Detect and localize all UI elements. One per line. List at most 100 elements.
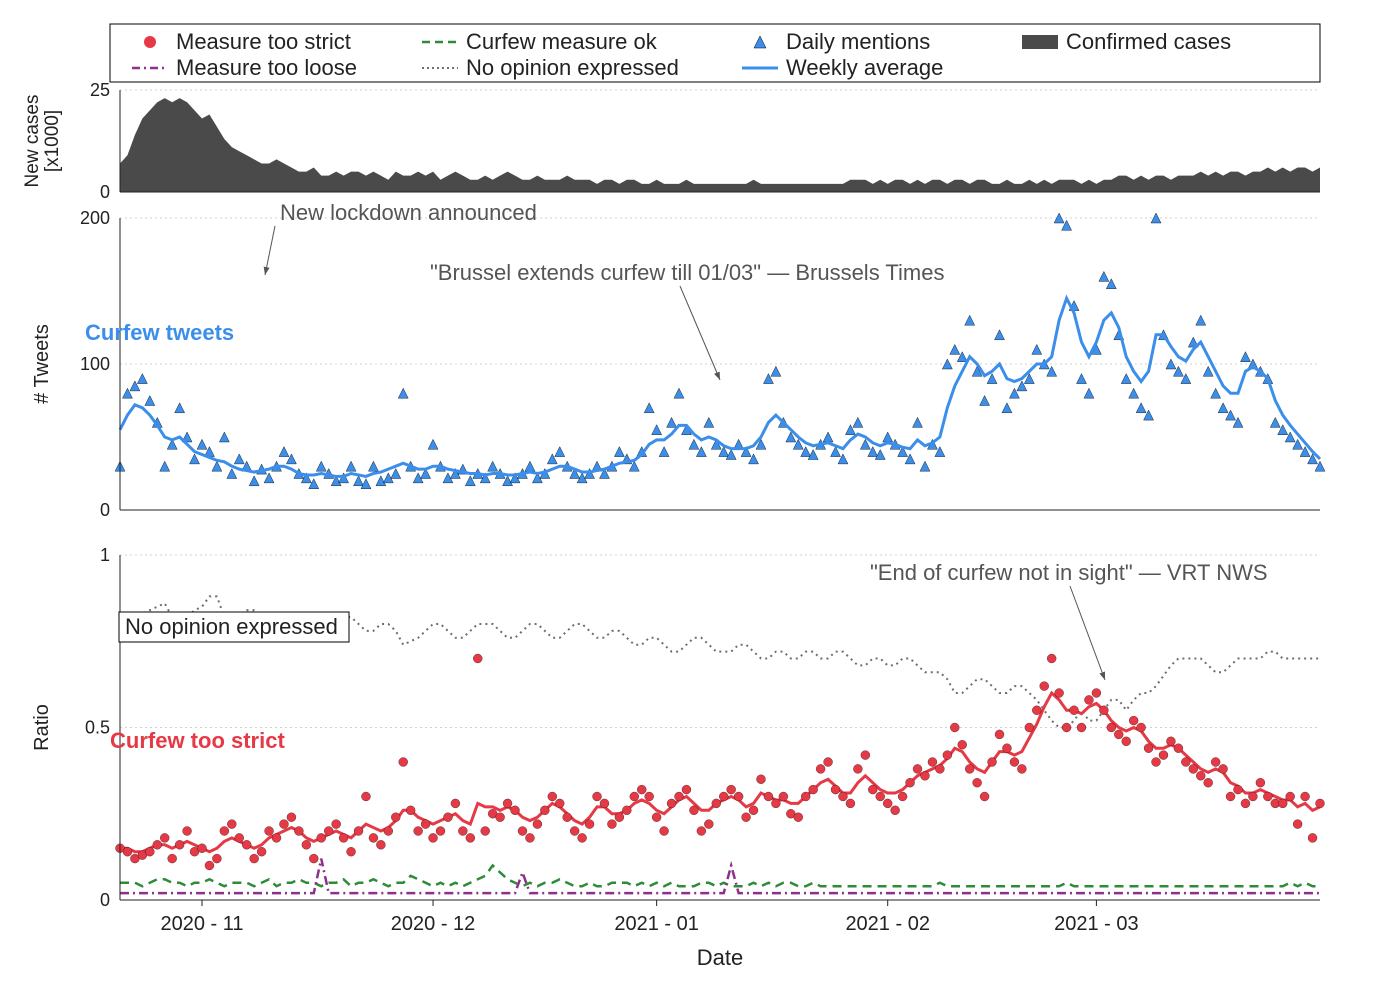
strict-marker [555, 799, 564, 808]
strict-marker [1189, 764, 1198, 773]
strict-marker [928, 758, 937, 767]
strict-marker [652, 813, 661, 822]
strict-marker [197, 844, 206, 853]
strict-marker [578, 833, 587, 842]
daily-marker [965, 315, 975, 325]
strict-marker [1114, 730, 1123, 739]
daily-marker [1240, 352, 1250, 362]
daily-marker [980, 396, 990, 406]
strict-marker [540, 806, 549, 815]
daily-marker [428, 439, 438, 449]
strict-marker [406, 806, 415, 815]
strict-marker [339, 833, 348, 842]
strict-marker [123, 847, 132, 856]
daily-marker [689, 439, 699, 449]
daily-marker [145, 396, 155, 406]
strict-marker [376, 840, 385, 849]
series-label: No opinion expressed [125, 614, 338, 639]
strict-marker [809, 785, 818, 794]
strict-marker [689, 806, 698, 815]
strict-marker [883, 799, 892, 808]
daily-marker [652, 425, 662, 435]
daily-marker [995, 330, 1005, 340]
strict-marker [824, 758, 833, 767]
strict-marker [481, 827, 490, 836]
daily-marker [346, 461, 356, 471]
strict-marker [443, 813, 452, 822]
strict-marker [637, 785, 646, 794]
strict-marker [1129, 716, 1138, 725]
daily-marker [1076, 374, 1086, 384]
strict-marker [980, 792, 989, 801]
strict-marker [876, 792, 885, 801]
xtick-label: 2021 - 03 [1054, 913, 1139, 935]
legend-label: Daily mentions [786, 29, 930, 54]
daily-marker [1218, 403, 1228, 413]
strict-marker [891, 806, 900, 815]
strict-marker [250, 854, 259, 863]
strict-marker [1286, 792, 1295, 801]
daily-marker [659, 447, 669, 457]
strict-marker [570, 827, 579, 836]
daily-marker [525, 461, 535, 471]
strict-marker [1174, 744, 1183, 753]
loose-line [120, 859, 1320, 894]
strict-marker [727, 785, 736, 794]
strict-marker [630, 792, 639, 801]
strict-marker [704, 820, 713, 829]
strict-marker [1248, 792, 1257, 801]
series-label: Curfew tweets [85, 320, 234, 345]
ytick-label: 0 [100, 890, 110, 910]
strict-marker [496, 813, 505, 822]
strict-marker [1017, 764, 1026, 773]
strict-marker [615, 813, 624, 822]
strict-marker [898, 792, 907, 801]
strict-marker [1032, 706, 1041, 715]
ylabel: [x1000] [42, 110, 63, 172]
strict-marker [354, 827, 363, 836]
legend-marker [1022, 35, 1058, 49]
annotation-arrow [680, 286, 720, 380]
xlabel: Date [697, 945, 743, 970]
strict-marker [712, 799, 721, 808]
strict-marker [361, 792, 370, 801]
strict-marker [458, 827, 467, 836]
ylabel: New cases [22, 95, 43, 188]
daily-marker [219, 432, 229, 442]
strict-marker [756, 775, 765, 784]
strict-marker [384, 827, 393, 836]
daily-marker [1203, 366, 1213, 376]
strict-marker [995, 730, 1004, 739]
strict-marker [1055, 689, 1064, 698]
strict-marker [317, 833, 326, 842]
strict-marker [399, 758, 408, 767]
strict-marker [935, 764, 944, 773]
daily-marker [488, 461, 498, 471]
strict-marker [205, 861, 214, 870]
daily-marker [368, 461, 378, 471]
strict-marker [682, 785, 691, 794]
strict-marker [667, 799, 676, 808]
strict-marker [1308, 833, 1317, 842]
strict-marker [1293, 820, 1302, 829]
annotation: "End of curfew not in sight" — VRT NWS [870, 560, 1268, 585]
strict-marker [734, 792, 743, 801]
daily-marker [264, 473, 274, 483]
strict-marker [227, 820, 236, 829]
strict-marker [622, 806, 631, 815]
strict-marker [242, 840, 251, 849]
strict-marker [1062, 723, 1071, 732]
strict-marker [1122, 737, 1131, 746]
daily-marker [316, 461, 326, 471]
strict-marker [1092, 689, 1101, 698]
daily-marker [354, 476, 364, 486]
strict-marker [1263, 792, 1272, 801]
strict-marker [287, 813, 296, 822]
strict-marker [675, 792, 684, 801]
strict-marker [719, 792, 728, 801]
xtick-label: 2020 - 12 [391, 913, 476, 935]
strict-marker [503, 799, 512, 808]
strict-marker [801, 792, 810, 801]
strict-marker [943, 751, 952, 760]
daily-marker [212, 461, 222, 471]
